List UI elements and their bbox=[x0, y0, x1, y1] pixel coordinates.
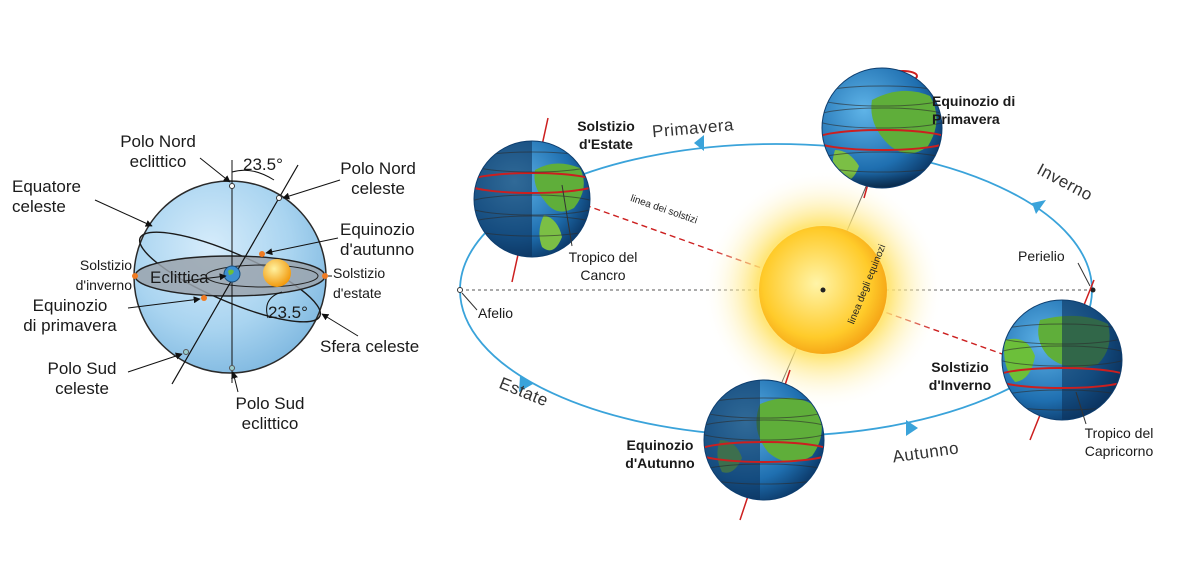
label-polo-nord-celeste: Polo Nord celeste bbox=[340, 159, 416, 198]
label-tropico-cancro: Tropico del Cancro bbox=[569, 249, 638, 283]
label-sfera-celeste: Sfera celeste bbox=[320, 337, 419, 356]
label-polo-sud-eclittico: Polo Sud eclittico bbox=[236, 394, 305, 433]
label-solstizio-estate: Solstizio d'estate bbox=[333, 265, 385, 301]
angle-arc-bottom bbox=[266, 291, 283, 319]
autumn-equinox-dot bbox=[259, 251, 265, 257]
arrow-sfera-celeste bbox=[321, 313, 359, 337]
season-inverno: Inverno bbox=[1034, 160, 1096, 205]
earth-small-orbit bbox=[205, 264, 319, 288]
season-autunno: Autunno bbox=[891, 438, 960, 466]
perielio-leader bbox=[1077, 262, 1091, 287]
label-perielio: Perielio bbox=[1018, 248, 1065, 264]
winter-solstice-dot bbox=[132, 273, 138, 279]
label-equinozio-primavera: Equinozio di primavera bbox=[23, 296, 117, 335]
perielio-point bbox=[1090, 287, 1096, 293]
arrow-equinozio-primavera bbox=[127, 296, 201, 309]
season-primavera: Primavera bbox=[651, 115, 734, 141]
tropico-cancro-leader bbox=[561, 184, 573, 247]
pole-south-ecliptic-dot bbox=[229, 365, 235, 371]
earth-orbit-seasons-diagram: Primavera Inverno Estate Autunno Solstiz… bbox=[457, 67, 1154, 521]
orbit-arrow-autunno bbox=[906, 420, 918, 436]
label-angle-top: 23.5° bbox=[243, 155, 283, 174]
pole-south-celestial-dot bbox=[183, 349, 189, 355]
label-angle-bottom: 23.5° bbox=[268, 303, 308, 322]
label-tropico-capricorno: Tropico del Capricorno bbox=[1085, 425, 1154, 459]
tropico-capricorno-leader bbox=[1075, 391, 1087, 425]
angle-arc-top bbox=[231, 169, 275, 181]
arrow-equinozio-autunno bbox=[265, 237, 339, 256]
label-polo-sud-celeste: Polo Sud celeste bbox=[48, 359, 117, 398]
celestial-sphere-diagram: Polo Nord eclittico 23.5° Polo Nord celest… bbox=[12, 132, 419, 433]
sun-center-dot bbox=[820, 287, 826, 293]
arrow-polo-sud-celeste bbox=[127, 352, 183, 373]
summer-solstice-dot bbox=[322, 273, 328, 279]
arrow-polo-nord-celeste bbox=[282, 179, 341, 200]
label-polo-nord-eclittico: Polo Nord eclittico bbox=[120, 132, 196, 171]
label-solstizio-inverno-right: Solstizio d'Inverno bbox=[929, 359, 991, 393]
earth-solstizio-inverno bbox=[1001, 279, 1123, 441]
orbit-arrow-estate bbox=[519, 376, 533, 392]
label-equinozio-primavera-right: Equinozio di Primavera bbox=[932, 93, 1015, 127]
label-equinozio-autunno: Equinozio d'autunno bbox=[340, 220, 415, 259]
label-equatore-celeste: Equatore celeste bbox=[12, 177, 81, 216]
label-solstizio-estate-right: Solstizio d'Estate bbox=[577, 118, 635, 152]
orbit-arrow-primavera bbox=[694, 135, 704, 151]
arrow-eclittica bbox=[184, 273, 227, 282]
arrow-equatore-celeste bbox=[94, 199, 153, 227]
label-afelio: Afelio bbox=[478, 305, 513, 321]
orbit-arrow-inverno bbox=[1032, 200, 1046, 214]
label-solstizio-inverno: Solstizio d'inverno bbox=[76, 257, 133, 293]
label-eclittica: Eclittica bbox=[150, 268, 209, 287]
label-linea-solstizi: linea dei solstizi bbox=[629, 193, 699, 226]
afelio-point bbox=[457, 287, 463, 293]
small-sun bbox=[263, 259, 291, 287]
pole-north-celestial-dot bbox=[276, 195, 282, 201]
label-equinozio-autunno-right: Equinozio d'Autunno bbox=[625, 437, 694, 471]
arrow-polo-nord-eclittico bbox=[199, 157, 231, 183]
spring-equinox-dot bbox=[201, 295, 207, 301]
afelio-leader bbox=[461, 292, 478, 311]
arrow-polo-sud-eclittico bbox=[231, 371, 239, 393]
pole-north-ecliptic-dot bbox=[229, 183, 235, 189]
